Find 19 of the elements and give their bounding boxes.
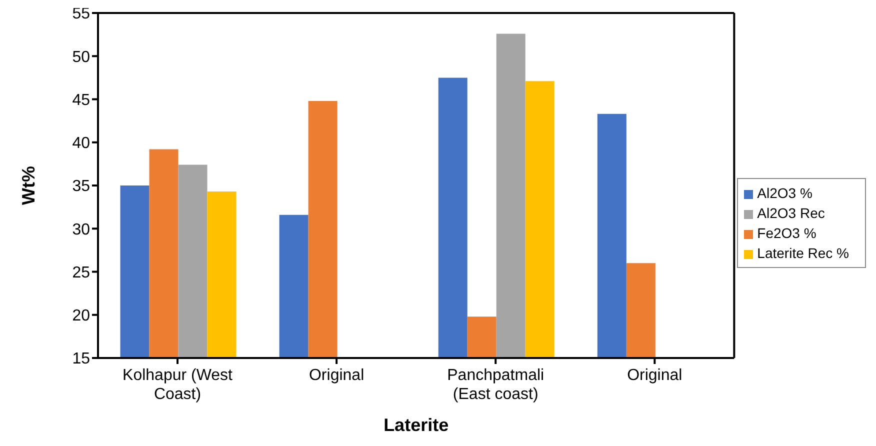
y-tick-label: 55 bbox=[72, 6, 90, 23]
legend-label: Al2O3 % bbox=[757, 185, 812, 201]
y-tick-label: 40 bbox=[72, 135, 90, 152]
x-tick-label: Panchpatmali (East coast) bbox=[447, 367, 544, 403]
y-tick-label: 50 bbox=[72, 48, 90, 66]
x-tick-label: Kolhapur (West Coast) bbox=[122, 367, 234, 403]
y-axis-title: Wt% bbox=[18, 166, 38, 205]
x-axis-title: Laterite bbox=[384, 414, 449, 435]
y-tick-label: 20 bbox=[72, 308, 90, 325]
x-tick-label: Original bbox=[308, 367, 364, 384]
y-tick-label: 25 bbox=[72, 264, 90, 282]
y-tick-label: 30 bbox=[72, 221, 90, 238]
legend-label: Al2O3 Rec bbox=[757, 205, 825, 221]
legend-label: Fe2O3 % bbox=[757, 225, 816, 241]
x-tick-label: Original bbox=[627, 367, 682, 384]
y-tick-label: 15 bbox=[72, 350, 90, 368]
y-tick-label: 35 bbox=[72, 178, 90, 196]
y-tick-label: 45 bbox=[72, 92, 90, 109]
legend-label: Laterite Rec % bbox=[757, 245, 849, 261]
